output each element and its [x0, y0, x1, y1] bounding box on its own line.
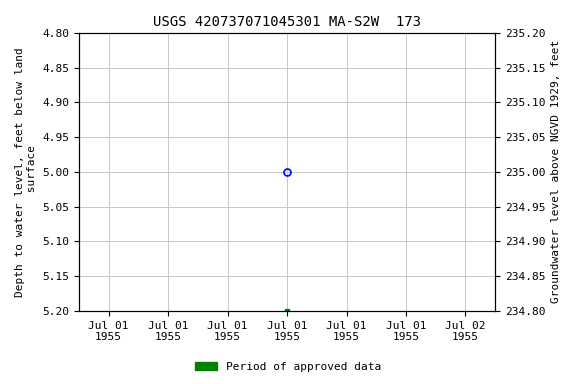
Legend: Period of approved data: Period of approved data — [191, 358, 385, 377]
Title: USGS 420737071045301 MA-S2W  173: USGS 420737071045301 MA-S2W 173 — [153, 15, 421, 29]
Y-axis label: Groundwater level above NGVD 1929, feet: Groundwater level above NGVD 1929, feet — [551, 40, 561, 303]
Y-axis label: Depth to water level, feet below land
 surface: Depth to water level, feet below land su… — [15, 47, 37, 297]
